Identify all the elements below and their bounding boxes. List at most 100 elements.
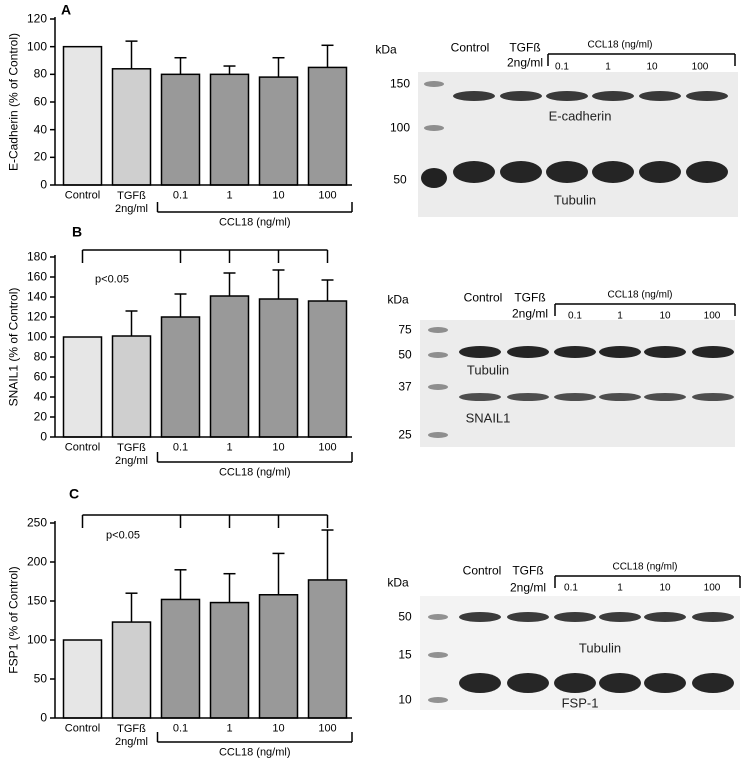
bar [62,639,103,719]
blot-band [592,161,634,183]
blot-band [500,161,542,183]
group-label: CCL18 (ng/ml) [218,216,291,229]
lane-label: TGFß [509,40,541,55]
y-tick-label: 60 [33,369,47,384]
blot-band [500,91,542,101]
blot-band [546,161,588,183]
y-tick-label: 40 [33,389,47,404]
marker-label: 15 [398,647,412,662]
ladder-band [428,697,448,703]
y-axis-title: SNAIL1 (% of Control) [6,287,21,407]
blot-band [554,673,596,693]
group-label: CCL18 (ng/ml) [587,39,653,51]
x-tick-label: 100 [318,441,337,454]
x-tick-label: 10 [272,189,285,202]
y-tick-label: 0 [40,177,47,192]
x-tick-label: 10 [272,441,285,454]
y-tick-label: 100 [26,329,47,344]
lane-label: 100 [703,310,721,322]
lane-label: 1 [617,310,623,322]
blot-band [459,673,501,693]
blot-band [599,673,641,693]
marker-label: 50 [398,347,412,362]
blot-band [554,612,596,622]
marker-label: 75 [398,322,412,337]
bar [111,335,152,438]
panel-letter: B [71,223,83,240]
significance-label: p<0.05 [95,273,129,286]
x-tick-label: 100 [318,189,337,202]
marker-label: 10 [398,692,412,707]
blot-band [686,161,728,183]
y-tick-label: 20 [33,149,47,164]
x-tick-label: TGFß 2ng/ml [114,190,149,215]
y-tick-label: 100 [26,632,47,647]
x-tick-label: 1 [226,189,233,202]
group-label: CCL18 (ng/ml) [218,466,291,479]
blot-band [459,346,501,358]
lane-label: 100 [703,582,721,594]
blot-band [599,612,641,622]
blot-band [644,673,686,693]
lane-label: TGFß [512,563,544,578]
marker-label: 37 [398,379,412,394]
x-tick-label: 0.1 [172,722,189,735]
bar [307,579,348,719]
group-label: CCL18 (ng/ml) [612,561,678,573]
lane-label: 10 [659,310,671,322]
y-tick-label: 0 [40,429,47,444]
y-tick-label: 50 [33,671,47,686]
ladder-band [428,432,448,438]
x-tick-label: TGFß 2ng/ml [114,442,149,467]
ladder-band [424,81,444,87]
lane-label: 2ng/ml [509,580,547,595]
bar [111,68,152,186]
x-tick-label: Control [64,189,101,202]
y-axis-title: FSP1 (% of Control) [6,566,21,674]
y-tick-label: 40 [33,122,47,137]
y-tick-label: 160 [26,269,47,284]
bar [258,594,299,719]
bar [160,316,201,438]
y-axis-title: E-Cadherin (% of Control) [6,32,21,172]
bar [111,621,152,719]
kda-label: kDa [387,575,409,590]
blot-band [644,346,686,358]
y-tick-label: 140 [26,289,47,304]
x-tick-label: 100 [318,722,337,735]
lane-label: 1 [617,582,623,594]
group-label: CCL18 (ng/ml) [607,289,673,301]
y-tick-label: 0 [40,710,47,725]
blot-band [554,346,596,358]
y-tick-label: 100 [26,39,47,54]
marker-label: 100 [389,120,411,135]
blot-band [507,673,549,693]
blot-band [507,612,549,622]
y-tick-label: 150 [26,593,47,608]
group-label: CCL18 (ng/ml) [218,746,291,759]
bar [160,598,201,719]
kda-label: kDa [387,292,409,307]
y-tick-label: 80 [33,66,47,81]
bar [160,73,201,186]
blot-band [453,161,495,183]
panel-letter: C [68,485,80,502]
bar [209,73,250,186]
blot-band [692,612,734,622]
blot-band [599,393,641,401]
ladder-band [424,125,444,131]
bar [62,45,103,186]
lane-label: Control [450,40,490,55]
x-tick-label: 0.1 [172,189,189,202]
panel-letter: A [60,1,72,18]
lane-label: 2ng/ml [506,55,544,70]
kda-label: kDa [375,42,397,57]
x-tick-label: 1 [226,722,233,735]
blot-band [459,612,501,622]
blot-image [420,596,740,628]
lane-label: 0.1 [555,61,569,73]
x-tick-label: 1 [226,441,233,454]
marker-label: 50 [398,609,412,624]
